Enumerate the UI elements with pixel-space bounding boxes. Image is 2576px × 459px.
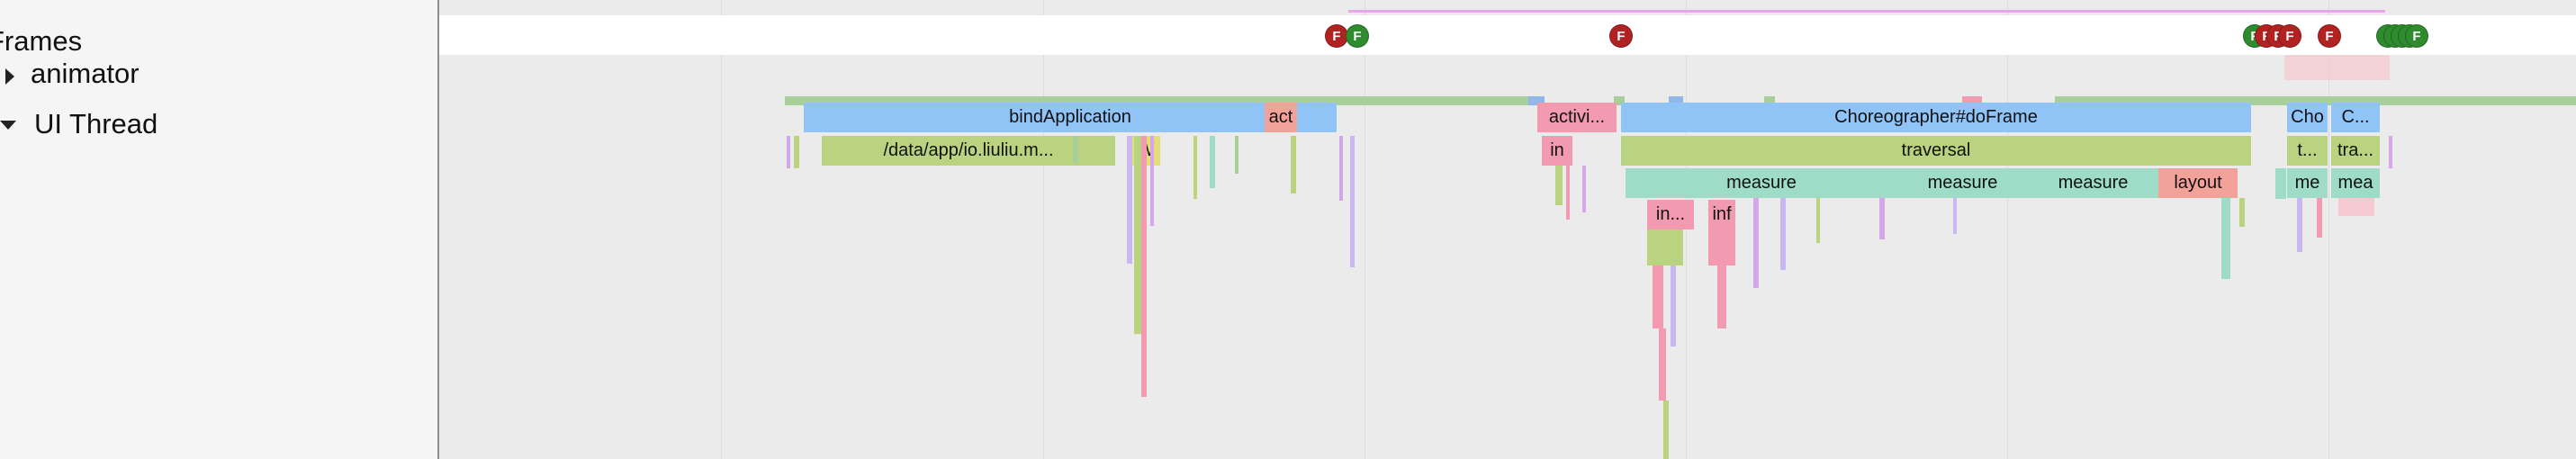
activity-strip [785,96,1534,105]
stack-tick [1073,136,1078,163]
activity-strip [1614,96,1625,105]
slice-traversal-short[interactable]: t... [2287,136,2328,166]
trace-timeline[interactable]: F F F F F F F F F F F F F bindApplicatio… [439,0,2576,459]
stack-tick [1555,166,1563,205]
frame-marker-ok[interactable]: F [2405,24,2428,48]
stack-tick [1663,400,1669,459]
track-sidebar: Frames animator UI Thread [0,0,439,459]
stack-tick [2389,136,2392,168]
stack-tick [787,136,790,168]
stack-tick [2338,198,2374,216]
slice-measure-short[interactable]: mea [2331,168,2380,198]
slice-traversal[interactable]: traversal [1621,136,2251,166]
slice-measure[interactable]: measure [1626,168,1897,198]
slice-measure[interactable]: measure [1897,168,2028,198]
slice-apk-path[interactable]: /data/app/io.liuliu.m... [822,136,1115,166]
stack-tick [1134,136,1141,334]
stack-tick [2221,198,2230,279]
slice-inflate[interactable]: inf [1708,200,1735,230]
grid-line [1686,0,1687,459]
slice-traversal-short[interactable]: tra... [2331,136,2380,166]
stack-tick [1953,198,1957,234]
stack-tick [1717,266,1726,328]
grid-line [1043,0,1044,459]
stack-tick [2317,198,2322,238]
frame-range-line [1348,10,2385,13]
slice-measure-short[interactable]: me [2287,168,2328,198]
activity-strip [1764,96,1775,105]
activity-strip [1962,96,1982,105]
stack-tick [1708,230,1735,266]
slice-choreographer-short[interactable]: C... [2331,103,2380,132]
stack-tick [2275,168,2286,199]
stack-tick [1350,136,1355,267]
slice-measure[interactable]: measure [2028,168,2158,198]
stack-tick [1150,136,1154,226]
grid-line [2328,0,2329,459]
slice-choreographer-short[interactable]: Cho [2287,103,2328,132]
stack-tick [2239,198,2245,227]
stack-tick [1647,230,1683,266]
stack-tick [1210,136,1215,188]
track-label-ui-thread[interactable]: UI Thread [34,108,158,140]
frames-track [439,10,2576,80]
stack-tick [1780,198,1786,270]
stack-tick [1816,198,1820,243]
grid-line [721,0,722,459]
slice-choreographer-doframe[interactable]: Choreographer#doFrame [1621,103,2251,132]
stack-tick [1879,198,1885,239]
stack-tick [1235,136,1238,174]
frames-track-label: Frames [0,25,83,57]
stack-tick [1193,136,1197,199]
activity-strip [1528,96,1545,105]
slice-activity[interactable]: activi... [1537,103,1617,132]
track-label-animator[interactable]: animator [31,58,140,89]
activity-strip [1669,96,1683,105]
activity-strip [2055,96,2576,105]
stack-tick [1659,328,1666,400]
stack-tick [1141,136,1147,397]
timeline-top-band [439,0,2576,15]
stack-tick [2297,198,2302,252]
frame-marker-janky[interactable]: F [2318,24,2341,48]
slice-in[interactable]: in [1542,136,1572,166]
frame-marker-janky[interactable]: F [1609,24,1633,48]
stack-tick [1671,266,1676,346]
slice-act[interactable]: act [1265,103,1297,132]
stack-tick [1753,198,1759,288]
frame-marker-janky[interactable]: F [2278,24,2301,48]
stack-tick [1582,166,1586,212]
expand-chevron-right-icon[interactable] [5,68,14,85]
stack-tick [1127,136,1132,264]
stack-tick [1291,136,1296,194]
slice-bind-application[interactable]: bindApplication [804,103,1337,132]
stack-tick [1566,166,1570,220]
frame-marker-ok[interactable]: F [1346,24,1369,48]
slice-inflate[interactable]: in... [1647,200,1694,230]
stack-tick [794,136,799,168]
collapse-chevron-down-icon[interactable] [0,121,16,130]
frame-range-highlight [2284,55,2390,80]
stack-tick [1339,136,1343,201]
slice-layout[interactable]: layout [2158,168,2238,198]
grid-line [2007,0,2008,459]
stack-tick [1653,266,1663,328]
